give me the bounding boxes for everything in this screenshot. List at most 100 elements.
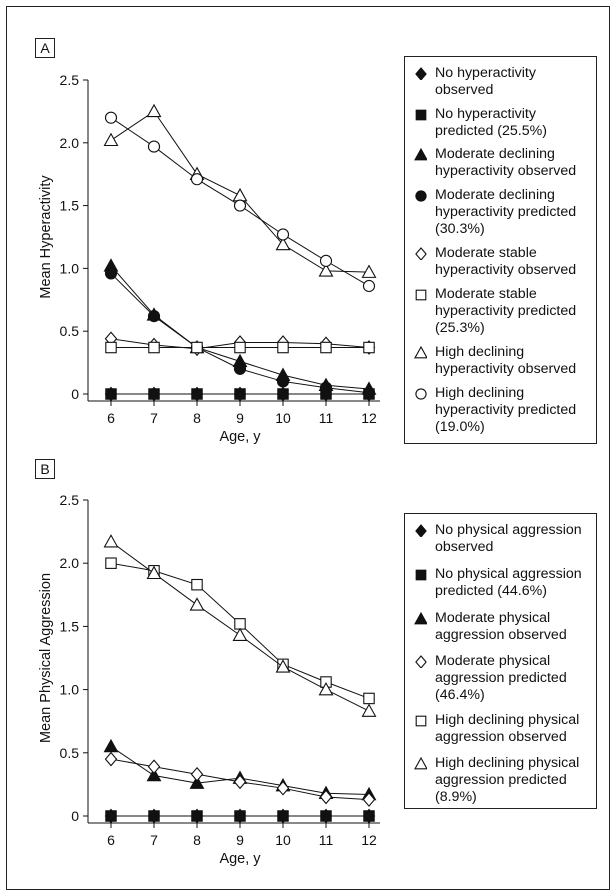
y-tick-label: 0 (71, 808, 79, 824)
legend-label: Moderate stable hyperactivity predicted … (435, 286, 577, 336)
legend-marker (414, 611, 427, 625)
data-point (319, 789, 333, 805)
legend-symbol (415, 388, 427, 400)
legend-marker (414, 756, 427, 770)
legend-symbol (415, 569, 427, 581)
x-tick-label: 7 (150, 832, 158, 848)
legend-label: High declining hyperactivity predicted (… (435, 385, 577, 435)
data-point (105, 388, 117, 400)
data-point (233, 362, 247, 375)
y-tick-label: 1.5 (60, 198, 80, 214)
data-point (319, 381, 333, 394)
legend-label: Moderate declining hyperactivity predict… (435, 187, 577, 237)
legend-marker (414, 345, 427, 359)
legend-panel-a: No hyperactivity observed No hyperactivit… (404, 56, 597, 444)
legend-symbol (415, 715, 427, 727)
legend-marker (415, 569, 427, 581)
data-point (362, 386, 376, 399)
data-point (233, 774, 247, 790)
data-point (190, 766, 204, 782)
x-tick-label: 11 (319, 832, 334, 848)
x-axis-label: Age, y (219, 851, 261, 867)
data-point (363, 692, 375, 705)
legend-symbol (415, 109, 427, 121)
series-moderate-declining-hyperactivity-predicted-30-3 (104, 267, 376, 399)
legend-symbol (415, 655, 427, 668)
y-tick-label: 0 (71, 386, 79, 402)
data-point (275, 659, 291, 673)
data-point (277, 341, 289, 354)
legend-panel-b: No physical aggression observed No physic… (404, 513, 597, 809)
x-tick-label: 7 (150, 410, 158, 426)
x-tick-label: 6 (107, 832, 115, 848)
series-moderate-physical-aggression-predicted-46-4 (104, 751, 376, 807)
legend-symbol (415, 289, 427, 301)
y-tick-label: 1.0 (60, 260, 80, 276)
data-point (362, 792, 376, 807)
legend-marker (415, 67, 427, 80)
data-point (104, 111, 118, 124)
chart-a: 0 0.5 1.0 1.5 2.0 2.5 6 7 8 9 10 11 12 Age, y Mean Hyp… (38, 72, 380, 445)
data-point (103, 132, 119, 147)
legend-label: No hyperactivity observed (435, 65, 536, 98)
data-point (320, 341, 332, 354)
legend-marker (415, 524, 427, 537)
legend-symbol (415, 524, 427, 537)
data-point (276, 228, 290, 241)
legend-marker (415, 388, 427, 400)
data-point (105, 341, 117, 354)
legend-marker (415, 289, 427, 301)
y-axis-label: Mean Hyperactivity (38, 175, 54, 299)
legend-symbol (414, 611, 427, 625)
data-point (363, 341, 375, 354)
x-tick-label: 8 (193, 410, 201, 426)
data-point (277, 810, 289, 822)
data-point (276, 780, 290, 796)
y-axis-label: Mean Physical Aggression (38, 573, 54, 743)
data-point (146, 767, 162, 782)
x-tick-label: 8 (193, 832, 201, 848)
y-tick-label: 1.0 (60, 682, 80, 698)
legend-label: No physical aggression observed (435, 522, 582, 555)
series-high-declining-hyperactivity-predicted-19-0 (104, 111, 376, 293)
data-point (232, 187, 248, 202)
series-no-physical-aggression-predicted-44-6 (105, 810, 375, 822)
x-tick-label: 12 (361, 832, 377, 848)
series-no-hyperactivity-predicted-25-5 (105, 388, 375, 400)
data-point (146, 565, 162, 580)
data-point (361, 264, 377, 278)
data-point (148, 388, 160, 400)
data-point (147, 759, 161, 775)
data-point (191, 810, 203, 822)
data-point (361, 703, 377, 717)
y-tick-label: 0.5 (60, 745, 80, 761)
data-point (232, 627, 248, 641)
x-tick-label: 11 (319, 410, 334, 426)
x-tick-label: 6 (107, 410, 115, 426)
x-axis-label: Age, y (219, 429, 261, 445)
series-high-declining-hyperactivity-observed (103, 103, 377, 278)
data-point (104, 267, 118, 280)
legend-label: No physical aggression predicted (44.6%) (435, 566, 582, 599)
legend-label: High declining hyperactivity observed (435, 344, 577, 377)
series-moderate-stable-hyperactivity-predicted-25-3 (105, 341, 375, 354)
data-point (277, 388, 289, 400)
data-point (363, 810, 375, 822)
y-tick-label: 2.5 (60, 72, 80, 88)
chart-b: 0 0.5 1.0 1.5 2.0 2.5 6 7 8 9 10 11 12 Age, y Mean Phy… (38, 492, 380, 867)
data-point (189, 775, 205, 789)
data-point (234, 341, 246, 354)
legend-symbol (415, 190, 427, 202)
legend-symbol (414, 345, 427, 359)
legend-marker (415, 715, 427, 727)
legend-marker (415, 190, 427, 202)
legend-symbol (414, 147, 427, 161)
legend-marker (415, 247, 427, 260)
data-point (233, 199, 247, 212)
data-point (320, 810, 332, 822)
data-point (191, 578, 203, 591)
y-tick-label: 1.5 (60, 618, 80, 634)
y-tick-label: 2.0 (60, 135, 80, 151)
